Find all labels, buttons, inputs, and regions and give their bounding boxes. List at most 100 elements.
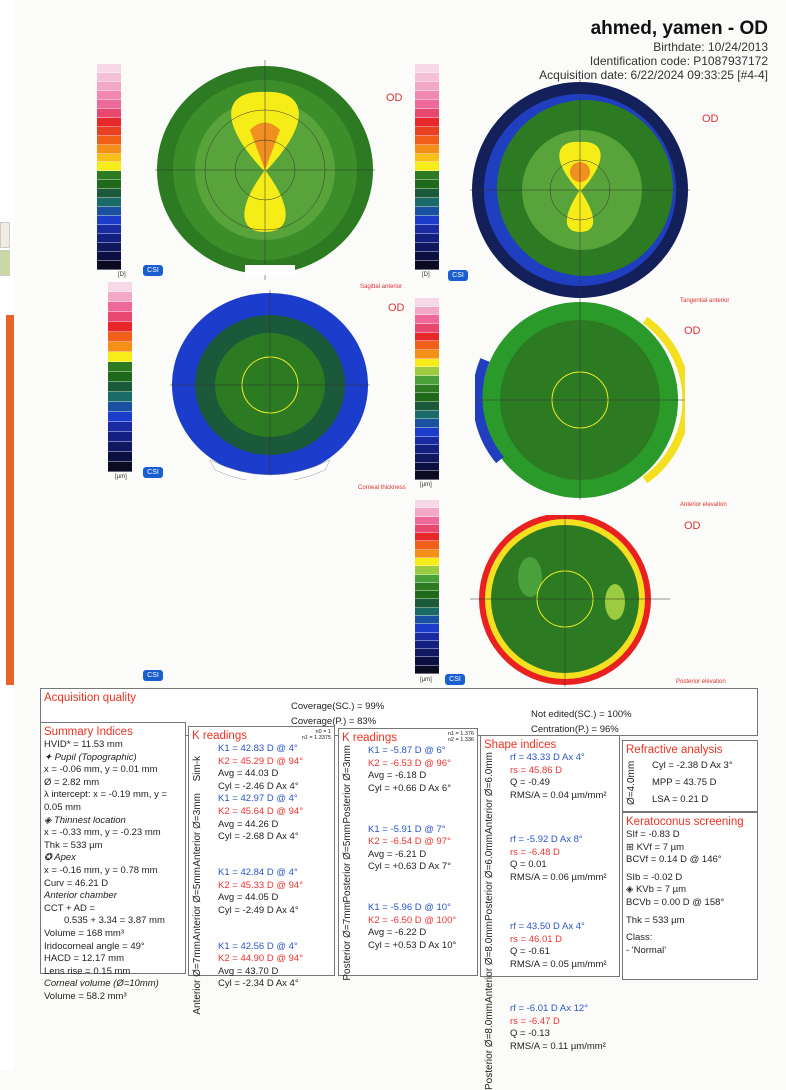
scale-step: [415, 260, 439, 270]
summary-line: Volume = 58.2 mm³: [44, 990, 127, 1002]
csi-button[interactable]: CSI: [445, 674, 465, 685]
scale-step: [415, 607, 439, 616]
csi-button[interactable]: CSI: [143, 265, 163, 276]
scale-step: [97, 81, 121, 91]
scale-step: [415, 207, 439, 217]
shape-q: Q = -0.13: [510, 1028, 550, 1040]
scale-step: [415, 533, 439, 542]
scale-step: [415, 428, 439, 437]
shape-group: Posterior Ø=8.0mm rf = -6.01 D Ax 12° rs =…: [484, 1003, 616, 1090]
scale-step: [97, 162, 121, 172]
eye-label: OD: [386, 92, 403, 104]
zone-label: Posterior Ø=3mm: [342, 745, 353, 824]
page-edge-strip: [6, 315, 14, 685]
k-k1: K1 = 42.84 D @ 4°: [218, 867, 298, 879]
scale-step: [97, 243, 121, 253]
scale-step: [415, 99, 439, 109]
k-cyl: Cyl = -2.46 D Ax 4°: [218, 780, 299, 792]
page-edge-tab: [0, 222, 10, 248]
summary-indices-panel: Summary Indices HVID* = 11.53 mm ✦ Pupil …: [40, 722, 186, 1002]
k-k2: K2 = -6.54 D @ 97°: [368, 836, 451, 848]
panel-title: Acquisition quality: [44, 692, 137, 704]
summary-line: x = -0.16 mm, y = 0.78 mm: [44, 864, 158, 876]
panel-title: Shape indices: [484, 739, 557, 751]
posterior-elevation-map[interactable]: [470, 515, 670, 687]
scale-step: [108, 382, 132, 392]
scale-step: [97, 225, 121, 235]
scale-step: [415, 500, 439, 509]
k-reading-group: Posterior Ø=7mm K1 = -5.96 D @ 10° K2 = -6…: [342, 902, 474, 981]
summary-line: x = -0.06 mm, y = 0.01 mm: [44, 764, 158, 776]
k-values: K1 = 42.84 D @ 4° K2 = 45.33 D @ 94° Avg =…: [218, 867, 303, 941]
color-scale: [97, 64, 121, 270]
k-cyl: Cyl = -2.49 D Ax 4°: [218, 904, 299, 916]
k-values: K1 = 42.56 D @ 4° K2 = 44.90 D @ 94° Avg =…: [218, 941, 303, 1015]
scale-step: [415, 225, 439, 235]
scale-step: [97, 260, 121, 270]
shape-rf: rf = -6.01 D Ax 12°: [510, 1002, 588, 1014]
scale-step: [108, 452, 132, 462]
k-values: K1 = 42.83 D @ 4° K2 = 45.29 D @ 94° Avg =…: [218, 743, 303, 793]
scale-step: [415, 436, 439, 446]
scale-step: [415, 649, 439, 658]
scale-step: [97, 171, 121, 181]
scale-step: [415, 454, 439, 463]
corneal-thickness-map[interactable]: [170, 290, 370, 480]
scale-step: [97, 90, 121, 100]
csi-button[interactable]: CSI: [448, 270, 468, 281]
summary-line: HVID* = 11.53 mm: [44, 739, 123, 750]
k-cyl: Cyl = -2.68 D Ax 4°: [218, 831, 299, 843]
scale-step: [415, 243, 439, 253]
shape-group: Anterior Ø=6.0mm rf = 43.33 D Ax 4° rs = 4…: [484, 752, 616, 834]
color-scale: [415, 500, 439, 674]
refractive-cyl: Cyl = -2.38 D Ax 3°: [652, 760, 733, 771]
k-k1: K1 = -5.96 D @ 10°: [368, 902, 451, 914]
k-values: K1 = -5.96 D @ 10° K2 = -6.50 D @ 100° Avg…: [368, 902, 456, 981]
tangential-anterior-map[interactable]: [470, 80, 690, 305]
scale-unit: [D]: [118, 272, 126, 278]
k-k2: K2 = 45.33 D @ 94°: [218, 879, 304, 891]
scale-step: [415, 393, 439, 403]
anterior-elevation-map[interactable]: [475, 300, 685, 500]
scale-step: [97, 126, 121, 136]
summary-line: Anterior chamber: [44, 890, 117, 902]
panel-title: Summary Indices: [44, 726, 133, 738]
scale-step: [108, 392, 132, 402]
scale-step: [97, 135, 121, 145]
map-title: Corneal thickness: [358, 485, 406, 491]
csi-button[interactable]: CSI: [143, 670, 163, 681]
adjacent-page-edge: [0, 0, 14, 1070]
kc-line: ⊞ KVf = 7 µm: [626, 841, 685, 853]
scale-step: [108, 322, 132, 332]
k-k1: K1 = -5.87 D @ 6°: [368, 745, 446, 756]
k-cyl: Cyl = -2.34 D Ax 4°: [218, 978, 299, 990]
zone-label: Anterior Ø=7mm: [192, 940, 203, 1015]
kc-line: BCVb = 0.00 D @ 158°: [626, 896, 725, 908]
zone-label: Sim-k: [192, 755, 203, 781]
k-reading-group: Posterior Ø=3mm K1 = -5.87 D @ 6° K2 = -6.…: [342, 745, 474, 824]
k-k2: K2 = 45.29 D @ 94°: [218, 755, 304, 767]
summary-line: Thk = 533 µm: [44, 839, 103, 851]
shape-group: Anterior Ø=8.0mm rf = 43.50 D Ax 4° rs = 4…: [484, 921, 616, 1003]
scale-step: [415, 624, 439, 633]
scale-step: [415, 350, 439, 359]
sagittal-anterior-map[interactable]: [155, 60, 375, 285]
scale-step: [415, 384, 439, 394]
k-k2: K2 = 45.64 D @ 94°: [218, 805, 304, 817]
k-avg: Avg = 43.70 D: [218, 965, 279, 977]
scale-step: [97, 207, 121, 217]
k-cyl: Cyl = +0.66 D Ax 6°: [368, 782, 452, 794]
k-reading-group: Posterior Ø=5mm K1 = -5.91 D @ 7° K2 = -6.…: [342, 824, 474, 903]
map-title: Sagittal anterior: [360, 284, 403, 290]
scale-step: [415, 144, 439, 154]
scale-step: [108, 432, 132, 442]
map-title: Anterior elevation: [680, 502, 727, 508]
color-scale: [415, 298, 439, 481]
scale-step: [97, 234, 121, 244]
shape-q: Q = -0.61: [510, 946, 550, 958]
scale-step: [108, 342, 132, 352]
shape-rms: RMS/A = 0.05 µm/mm²: [510, 958, 607, 970]
scale-step: [108, 302, 132, 312]
scale-step: [415, 117, 439, 127]
csi-button[interactable]: CSI: [143, 467, 163, 478]
